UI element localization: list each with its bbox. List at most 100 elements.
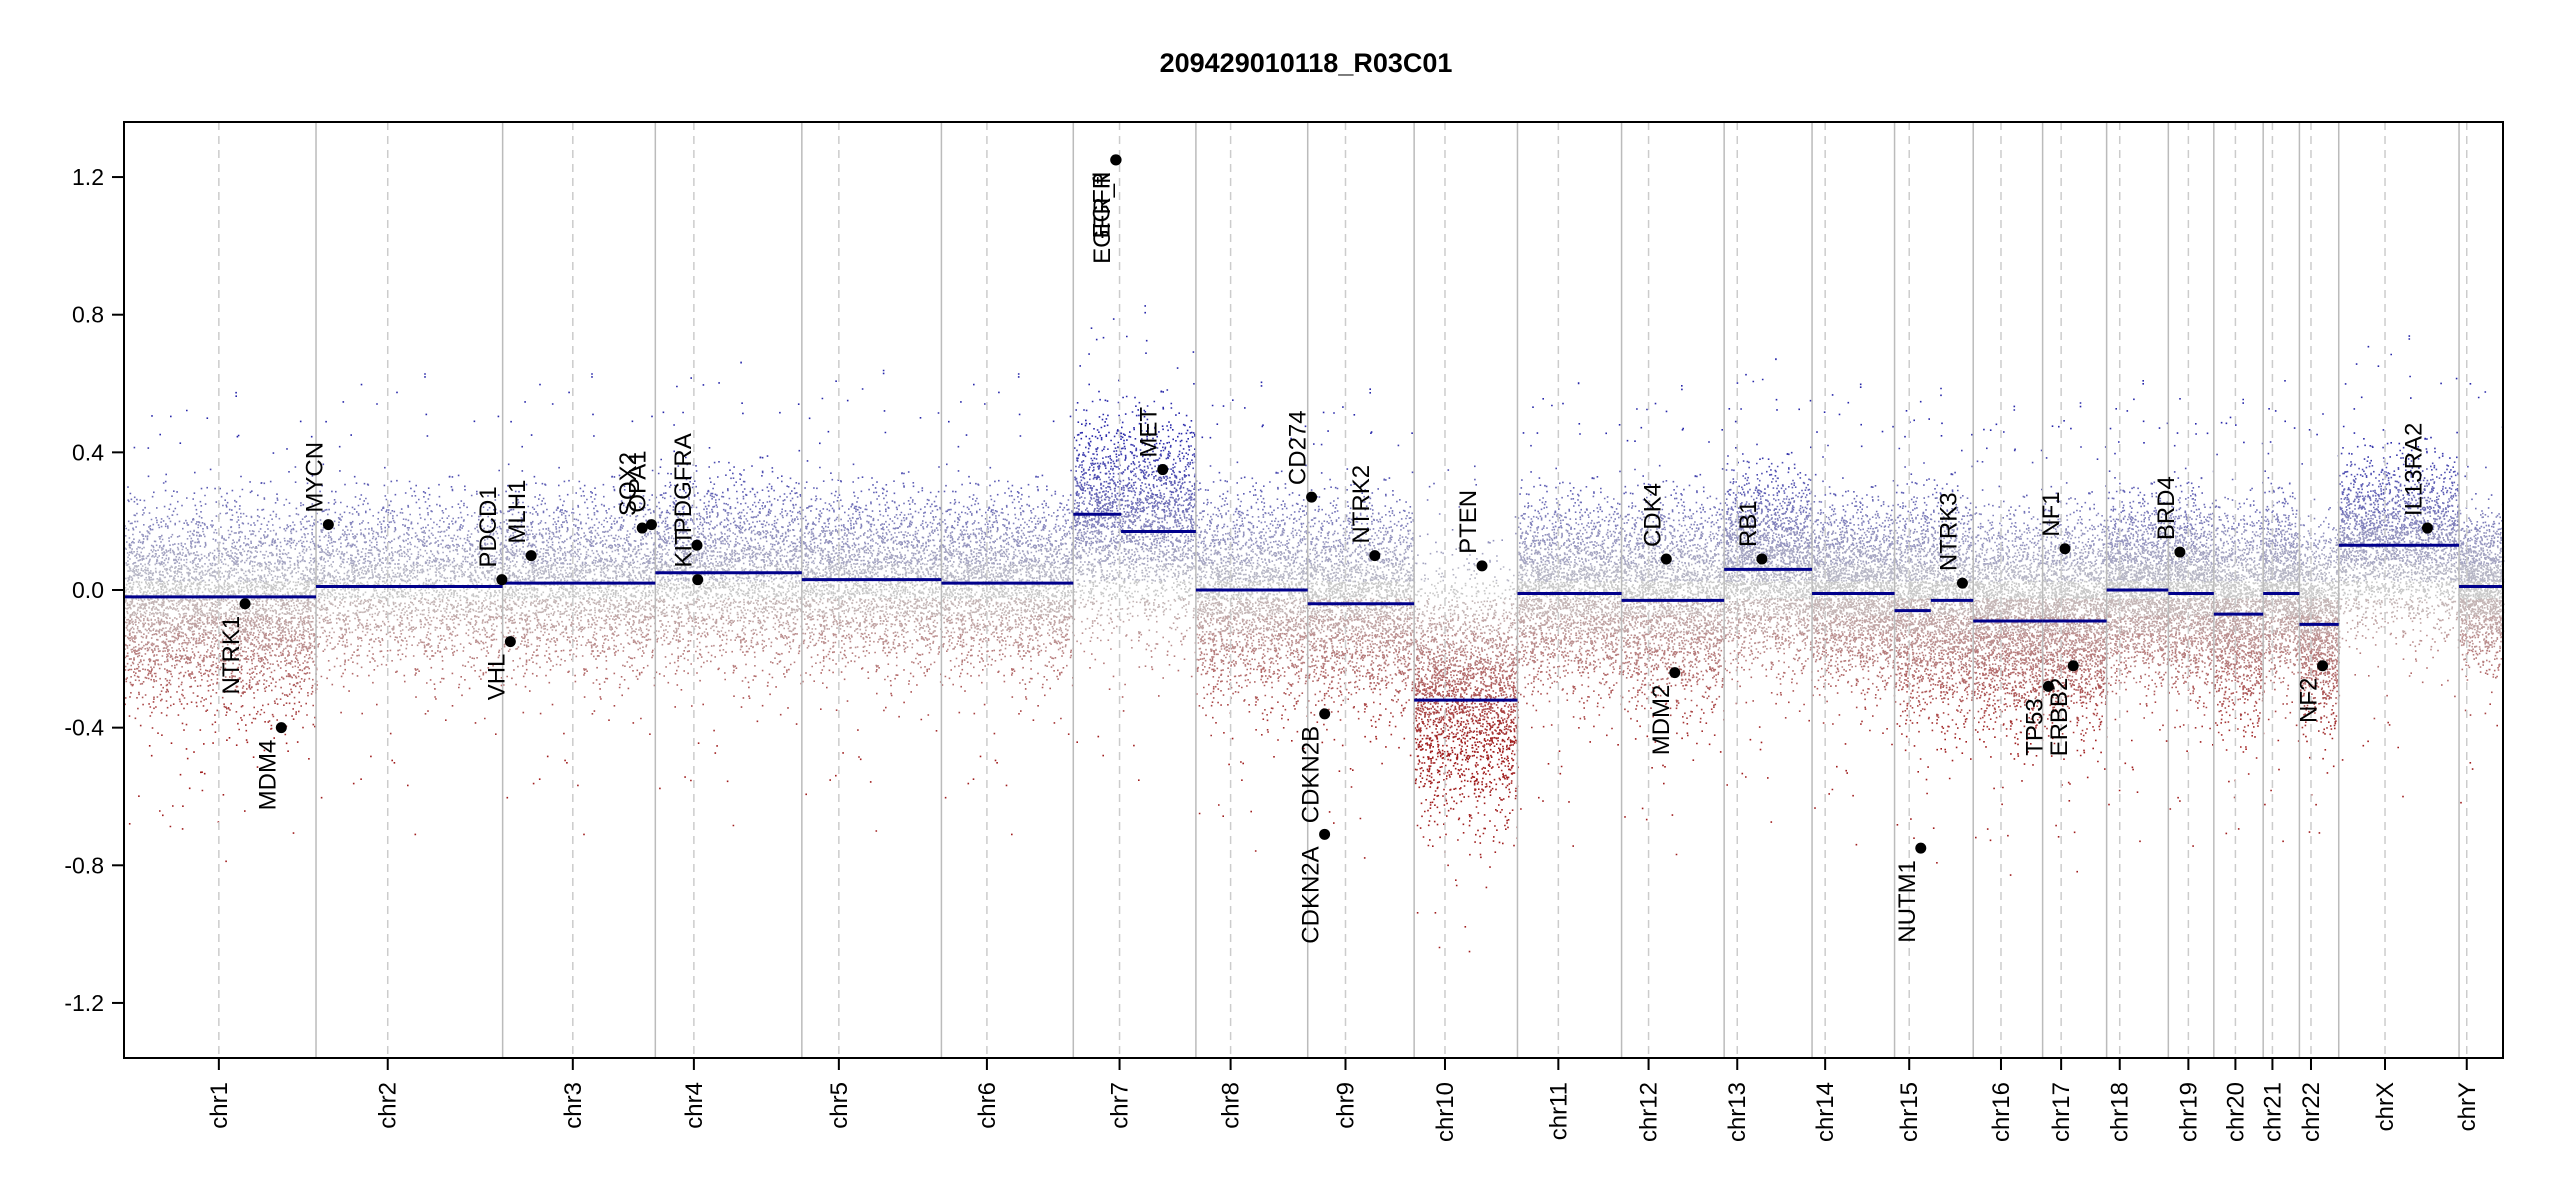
probe-points-chr14	[1812, 597, 1897, 617]
probe-points-chr8	[1210, 718, 1299, 737]
gene-point-MDM4	[275, 722, 287, 734]
probe-points-chr11	[1522, 382, 1621, 435]
segments-layer	[124, 512, 2503, 702]
probe-points-chr2	[322, 463, 500, 478]
probe-points-chr15	[1895, 649, 1975, 668]
probe-points-chr12	[1623, 480, 1705, 496]
probe-points-chr1	[124, 529, 317, 548]
probe-points-chrY	[2464, 703, 2491, 716]
probe-points-chr2	[320, 666, 503, 686]
probe-points-chr13	[1726, 738, 1773, 823]
probe-points-chr1	[127, 480, 309, 497]
probe-points-chr15	[1894, 666, 1975, 686]
probe-points-chr14	[1814, 743, 1893, 846]
probe-points-chr18	[2108, 481, 2158, 497]
probe-points-chrY	[2460, 762, 2474, 804]
gene-label-EGFR: EGFR	[1089, 172, 1116, 239]
probe-points-chr1	[124, 512, 316, 531]
probe-points-chr5	[802, 580, 943, 600]
probe-points-chr14	[1812, 632, 1896, 651]
probe-points-chr11	[1519, 529, 1623, 548]
probe-points-chr11	[1526, 702, 1623, 720]
probe-points-chr9	[1307, 684, 1414, 703]
gene-label-NUTM1: NUTM1	[1894, 860, 1921, 943]
probe-points-chr1	[124, 683, 318, 703]
probe-points-chrY	[2459, 597, 2505, 617]
probe-points-chr9	[1307, 580, 1416, 600]
probe-points-chr13	[1724, 477, 1813, 497]
probe-points-chr1	[124, 701, 316, 720]
probe-points-chr19	[2168, 580, 2216, 600]
probe-points-chr10	[1415, 649, 1519, 669]
chromosome-label-chr14: chr14	[1812, 1082, 1839, 1142]
probe-points-chr22	[2299, 666, 2339, 686]
probe-points-chr22	[2308, 413, 2324, 436]
y-tick-label: 0.8	[72, 302, 104, 328]
probe-points-chr19	[2176, 702, 2208, 716]
probe-points-chr20	[2214, 615, 2265, 634]
probe-points-chr21	[2264, 632, 2301, 651]
probe-points-chr2	[340, 703, 486, 720]
probe-points-chr20	[2215, 718, 2265, 737]
probe-points-chr10	[1420, 564, 1515, 582]
probe-points-chr12	[1621, 683, 1724, 703]
probe-points-chr2	[316, 580, 505, 600]
probe-points-chr4	[655, 667, 802, 685]
gene-label-NTRK1: NTRK1	[218, 616, 245, 695]
probe-points-chr8	[1197, 529, 1309, 548]
probe-points-chr16	[1973, 632, 2045, 651]
probe-points-chrY	[2464, 465, 2487, 478]
probe-points-chr7	[1073, 615, 1195, 634]
gene-label-MDM4: MDM4	[254, 740, 281, 811]
probe-points-chr9	[1310, 478, 1394, 496]
chromosome-label-chr17: chr17	[2048, 1082, 2075, 1142]
chromosome-label-chrX: chrX	[2372, 1082, 2399, 1131]
probe-points-chr2	[319, 479, 500, 496]
probe-points-chr16	[1974, 512, 2042, 531]
probe-points-chr19	[2168, 615, 2215, 634]
chromosome-label-chr3: chr3	[560, 1082, 587, 1129]
probe-points-chrX	[2359, 649, 2439, 668]
probe-points-chr12	[1622, 632, 1725, 651]
probe-points-chrY	[2459, 529, 2505, 548]
probe-points-chrX	[2387, 721, 2391, 726]
gene-label-PDGFRA: PDGFRA	[670, 433, 697, 533]
probe-points-chrX	[2339, 632, 2460, 651]
probe-points-chr5	[802, 494, 942, 514]
probe-points-chr1	[151, 391, 313, 444]
probe-points-chr11	[1530, 467, 1621, 479]
probe-points-chr10	[1415, 615, 1519, 634]
probe-points-chr19	[2168, 597, 2216, 617]
gene-label-NF2: NF2	[2296, 678, 2323, 723]
probe-points-chr19	[2174, 724, 2211, 730]
probe-points-chr17	[2043, 546, 2108, 565]
probe-points-chr12	[1624, 735, 1722, 856]
probe-points-chr6	[944, 755, 1013, 836]
gene-point-EGFR_fl	[1110, 154, 1122, 166]
probe-points-chr13	[1727, 443, 1812, 460]
y-tick-label: 1.2	[72, 164, 104, 190]
probe-points-chr14	[1812, 511, 1896, 531]
gene-point-SOX2	[636, 522, 648, 534]
probe-points-chr10	[1414, 598, 1518, 617]
gene-label-MYCN: MYCN	[301, 442, 328, 513]
probe-points-chr2	[316, 632, 504, 651]
probe-points-chr20	[2222, 735, 2258, 835]
probe-points-chr15	[1895, 684, 1975, 703]
probe-points-chr13	[1724, 546, 1814, 565]
probe-points-chr21	[2263, 529, 2301, 548]
probe-points-chr6	[946, 649, 1072, 669]
gene-point-NUTM1	[1915, 842, 1927, 854]
gene-label-PTEN: PTEN	[1455, 490, 1482, 554]
probe-points-chr12	[1621, 580, 1726, 600]
probe-points-chr16	[1974, 718, 2044, 737]
probe-points-chrX	[2342, 335, 2458, 445]
probe-points-chr12	[1622, 615, 1726, 634]
probe-points-chr6	[944, 666, 1074, 686]
probe-points-chr10	[1414, 718, 1519, 737]
probe-points-chr10	[1414, 580, 1518, 599]
probe-points-chr8	[1198, 737, 1305, 852]
probe-points-chr8	[1197, 477, 1301, 496]
probe-points-chr1	[139, 718, 316, 736]
